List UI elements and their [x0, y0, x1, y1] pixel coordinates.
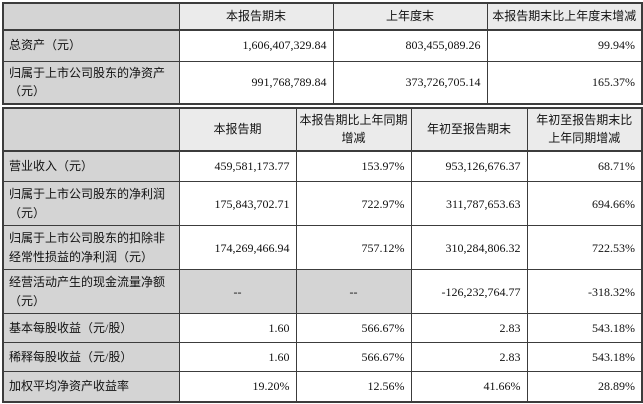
- metric-value: 543.18%: [526, 313, 643, 344]
- metric-value: 311,787,653.63: [410, 181, 528, 227]
- metric-value: 28.89%: [526, 371, 643, 403]
- column-header-year-to-date: 年初至报告期末: [410, 107, 528, 152]
- table-row: 加权平均净资产收益率 19.20% 12.56% 41.66% 28.89%: [2, 371, 643, 403]
- metric-label: 加权平均净资产收益率: [2, 371, 180, 403]
- metric-value: 41.66%: [410, 371, 528, 403]
- metric-label: 归属于上市公司股东的净利润（元）: [2, 181, 180, 227]
- column-header-change-vs-prior-year-end: 本报告期末比上年度末增减: [486, 2, 643, 31]
- table-row: 基本每股收益（元/股） 1.60 566.67% 2.83 543.18%: [2, 313, 643, 344]
- metric-value: 2.83: [410, 313, 528, 344]
- metric-value: 174,269,466.94: [178, 225, 297, 271]
- metric-value: 566.67%: [295, 313, 412, 344]
- metric-value: 543.18%: [526, 342, 643, 373]
- metric-label: 基本每股收益（元/股）: [2, 313, 180, 344]
- metric-value: 165.37%: [486, 60, 643, 105]
- table-row: 总资产（元） 1,606,407,329.84 803,455,089.26 9…: [2, 29, 643, 62]
- metric-value: 991,768,789.84: [178, 60, 334, 105]
- column-header-period-change-yoy: 本报告期比上年同期增减: [295, 107, 412, 152]
- metric-value: 566.67%: [295, 342, 412, 373]
- metric-label: 总资产（元）: [2, 29, 180, 62]
- metric-value: -318.32%: [526, 269, 643, 315]
- metric-value: 12.56%: [295, 371, 412, 403]
- metric-value: 803,455,089.26: [332, 29, 488, 62]
- metric-value: 459,581,173.77: [178, 150, 297, 183]
- metric-value: 153.97%: [295, 150, 412, 183]
- metric-value: 19.20%: [178, 371, 297, 403]
- metric-value: 1.60: [178, 342, 297, 373]
- metric-label: 稀释每股收益（元/股）: [2, 342, 180, 373]
- table-row: 归属于上市公司股东的扣除非经常性损益的净利润（元） 174,269,466.94…: [2, 225, 643, 271]
- metric-value: -126,232,764.77: [410, 269, 528, 315]
- table-row: 营业收入（元） 459,581,173.77 153.97% 953,126,6…: [2, 150, 643, 183]
- column-header-prior-year-end: 上年度末: [332, 2, 488, 31]
- metric-label: 归属于上市公司股东的净资产（元）: [2, 60, 180, 105]
- table-header-row: 本报告期 本报告期比上年同期增减 年初至报告期末 年初至报告期末比上年同期增减: [2, 107, 643, 152]
- period-performance-table: 本报告期 本报告期比上年同期增减 年初至报告期末 年初至报告期末比上年同期增减 …: [2, 106, 643, 403]
- metric-label: 归属于上市公司股东的扣除非经常性损益的净利润（元）: [2, 225, 180, 271]
- metric-label: 经营活动产生的现金流量净额（元）: [2, 269, 180, 315]
- metric-value: 99.94%: [486, 29, 643, 62]
- metric-value: 373,726,705.14: [332, 60, 488, 105]
- table-row: 经营活动产生的现金流量净额（元） -- -- -126,232,764.77 -…: [2, 269, 643, 315]
- metric-value: 722.97%: [295, 181, 412, 227]
- metric-value: 2.83: [410, 342, 528, 373]
- table-header-row: 本报告期末 上年度末 本报告期末比上年度末增减: [2, 2, 643, 31]
- metric-value: 722.53%: [526, 225, 643, 271]
- metric-label: 营业收入（元）: [2, 150, 180, 183]
- column-header-ytd-change-yoy: 年初至报告期末比上年同期增减: [526, 107, 643, 152]
- metric-value: 757.12%: [295, 225, 412, 271]
- column-header-current-period-end: 本报告期末: [178, 2, 334, 31]
- metric-value: 175,843,702.71: [178, 181, 297, 227]
- period-end-summary-table: 本报告期末 上年度末 本报告期末比上年度末增减 总资产（元） 1,606,407…: [2, 2, 643, 105]
- metric-value-not-applicable: --: [295, 269, 412, 315]
- metric-value: 694.66%: [526, 181, 643, 227]
- metric-value-not-applicable: --: [178, 269, 297, 315]
- column-header-current-period: 本报告期: [178, 107, 297, 152]
- metric-value: 1.60: [178, 313, 297, 344]
- corner-cell: [2, 107, 180, 152]
- metric-value: 310,284,806.32: [410, 225, 528, 271]
- corner-cell: [2, 2, 180, 31]
- table-row: 归属于上市公司股东的净资产（元） 991,768,789.84 373,726,…: [2, 60, 643, 105]
- metric-value: 953,126,676.37: [410, 150, 528, 183]
- metric-value: 68.71%: [526, 150, 643, 183]
- metric-value: 1,606,407,329.84: [178, 29, 334, 62]
- table-row: 归属于上市公司股东的净利润（元） 175,843,702.71 722.97% …: [2, 181, 643, 227]
- table-row: 稀释每股收益（元/股） 1.60 566.67% 2.83 543.18%: [2, 342, 643, 373]
